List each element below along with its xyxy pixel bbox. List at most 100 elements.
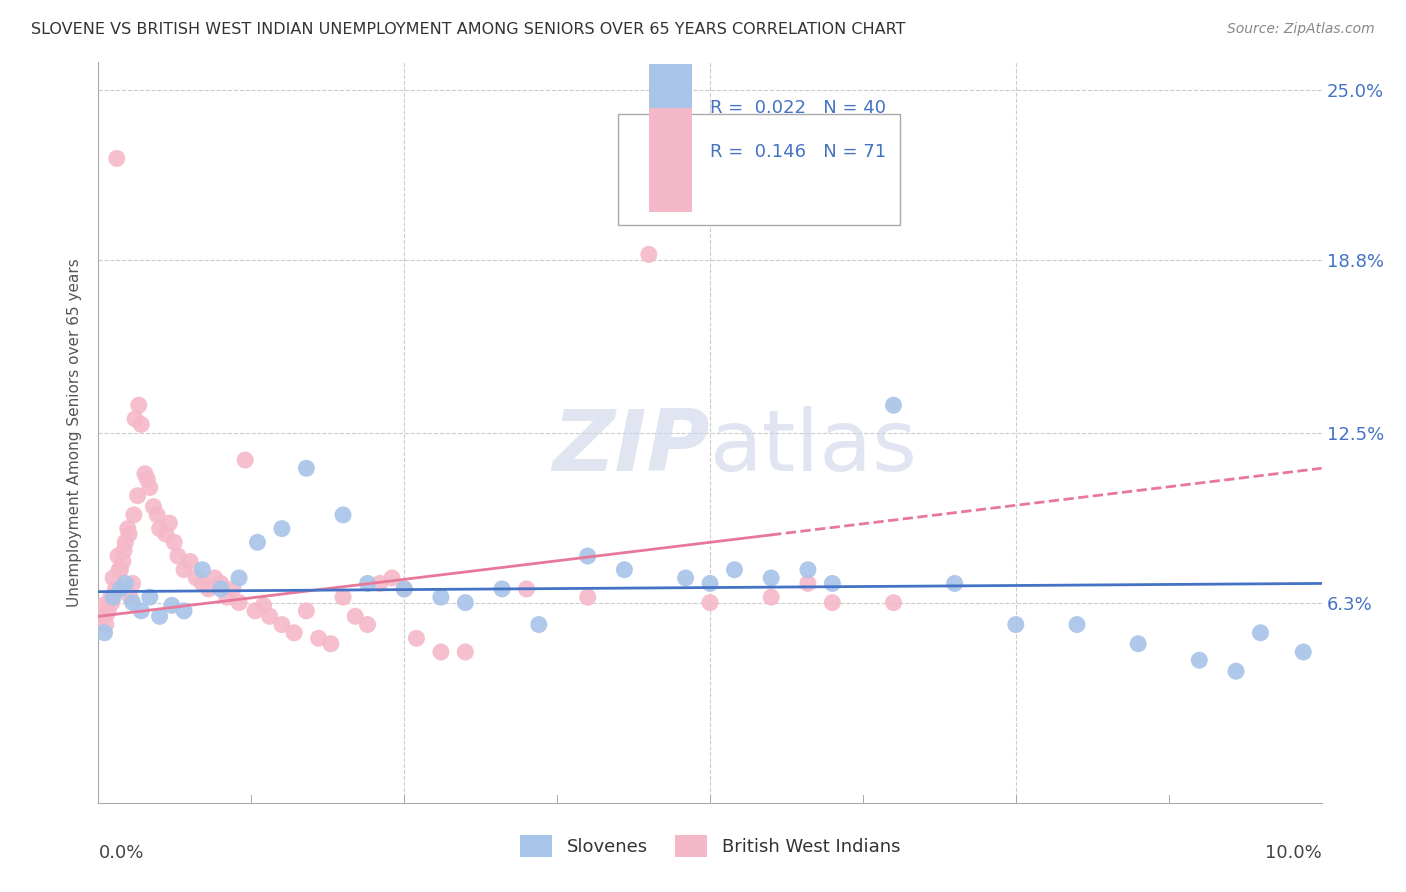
Point bbox=[943, 576, 966, 591]
Point bbox=[114, 535, 136, 549]
Point bbox=[344, 609, 367, 624]
Point bbox=[204, 571, 226, 585]
Point bbox=[430, 590, 453, 604]
Point bbox=[319, 637, 342, 651]
Point bbox=[101, 596, 124, 610]
Point bbox=[454, 645, 477, 659]
Point bbox=[107, 549, 129, 563]
Point bbox=[675, 571, 697, 585]
Point bbox=[222, 582, 245, 596]
Point bbox=[110, 563, 132, 577]
FancyBboxPatch shape bbox=[648, 63, 692, 168]
Point bbox=[356, 576, 378, 591]
Point bbox=[139, 480, 162, 494]
Text: Source: ZipAtlas.com: Source: ZipAtlas.com bbox=[1227, 22, 1375, 37]
Point bbox=[368, 576, 391, 591]
Point bbox=[129, 417, 152, 432]
Point bbox=[637, 247, 661, 261]
Point bbox=[104, 582, 127, 596]
Point bbox=[883, 596, 905, 610]
Point bbox=[259, 609, 281, 624]
Point bbox=[142, 500, 165, 514]
Point bbox=[101, 571, 124, 585]
Point bbox=[430, 645, 453, 659]
Point bbox=[233, 453, 256, 467]
Point bbox=[118, 527, 141, 541]
Point bbox=[761, 590, 783, 604]
Point bbox=[155, 527, 177, 541]
Point bbox=[163, 535, 186, 549]
Point bbox=[94, 617, 117, 632]
Point bbox=[454, 596, 477, 610]
Point bbox=[209, 582, 232, 596]
Y-axis label: Unemployment Among Seniors over 65 years: Unemployment Among Seniors over 65 years bbox=[67, 259, 83, 607]
Point bbox=[270, 617, 294, 632]
Point bbox=[93, 625, 115, 640]
Point bbox=[120, 590, 142, 604]
Point bbox=[160, 599, 183, 613]
Point bbox=[191, 563, 214, 577]
Point bbox=[699, 596, 721, 610]
Point bbox=[1292, 645, 1315, 659]
Point bbox=[97, 604, 120, 618]
Point bbox=[821, 596, 844, 610]
Point bbox=[117, 522, 139, 536]
Point bbox=[243, 604, 266, 618]
Point bbox=[699, 576, 721, 591]
Point bbox=[761, 571, 783, 585]
FancyBboxPatch shape bbox=[619, 114, 900, 226]
Text: R =  0.146   N = 71: R = 0.146 N = 71 bbox=[710, 144, 886, 161]
Point bbox=[613, 563, 636, 577]
Point bbox=[197, 582, 219, 596]
Point bbox=[491, 582, 513, 596]
Point bbox=[332, 508, 354, 522]
Point bbox=[100, 590, 122, 604]
Point bbox=[108, 563, 131, 577]
Point bbox=[149, 522, 172, 536]
Point bbox=[527, 617, 550, 632]
Point bbox=[215, 590, 238, 604]
Point bbox=[295, 604, 318, 618]
Point bbox=[179, 554, 201, 568]
Point bbox=[114, 576, 136, 591]
Text: ZIP: ZIP bbox=[553, 406, 710, 489]
Point bbox=[127, 489, 149, 503]
Point bbox=[283, 625, 305, 640]
Point bbox=[797, 576, 820, 591]
Point bbox=[1188, 653, 1211, 667]
Point bbox=[392, 582, 416, 596]
Point bbox=[139, 590, 162, 604]
Point bbox=[270, 522, 294, 536]
Point bbox=[308, 632, 330, 646]
Point bbox=[723, 563, 745, 577]
Point bbox=[246, 535, 269, 549]
Point bbox=[129, 604, 152, 618]
Point bbox=[228, 571, 250, 585]
Point bbox=[797, 563, 820, 577]
Text: 10.0%: 10.0% bbox=[1265, 844, 1322, 862]
Point bbox=[124, 412, 146, 426]
Point bbox=[405, 632, 427, 646]
Point bbox=[295, 461, 318, 475]
Point bbox=[356, 617, 378, 632]
Point bbox=[136, 472, 159, 486]
Point bbox=[1066, 617, 1088, 632]
Point bbox=[209, 576, 232, 591]
Point bbox=[91, 599, 114, 613]
Point bbox=[122, 508, 145, 522]
Point bbox=[157, 516, 180, 530]
Point bbox=[1250, 625, 1272, 640]
Point bbox=[121, 576, 143, 591]
Point bbox=[883, 398, 905, 412]
Point bbox=[96, 607, 118, 621]
Point bbox=[111, 554, 134, 568]
Point bbox=[252, 599, 274, 613]
Point bbox=[167, 549, 190, 563]
Point bbox=[1128, 637, 1150, 651]
Point bbox=[146, 508, 169, 522]
Point bbox=[191, 576, 214, 591]
Point bbox=[1004, 617, 1026, 632]
Point bbox=[173, 604, 195, 618]
Point bbox=[1225, 664, 1247, 678]
Point bbox=[105, 152, 128, 166]
